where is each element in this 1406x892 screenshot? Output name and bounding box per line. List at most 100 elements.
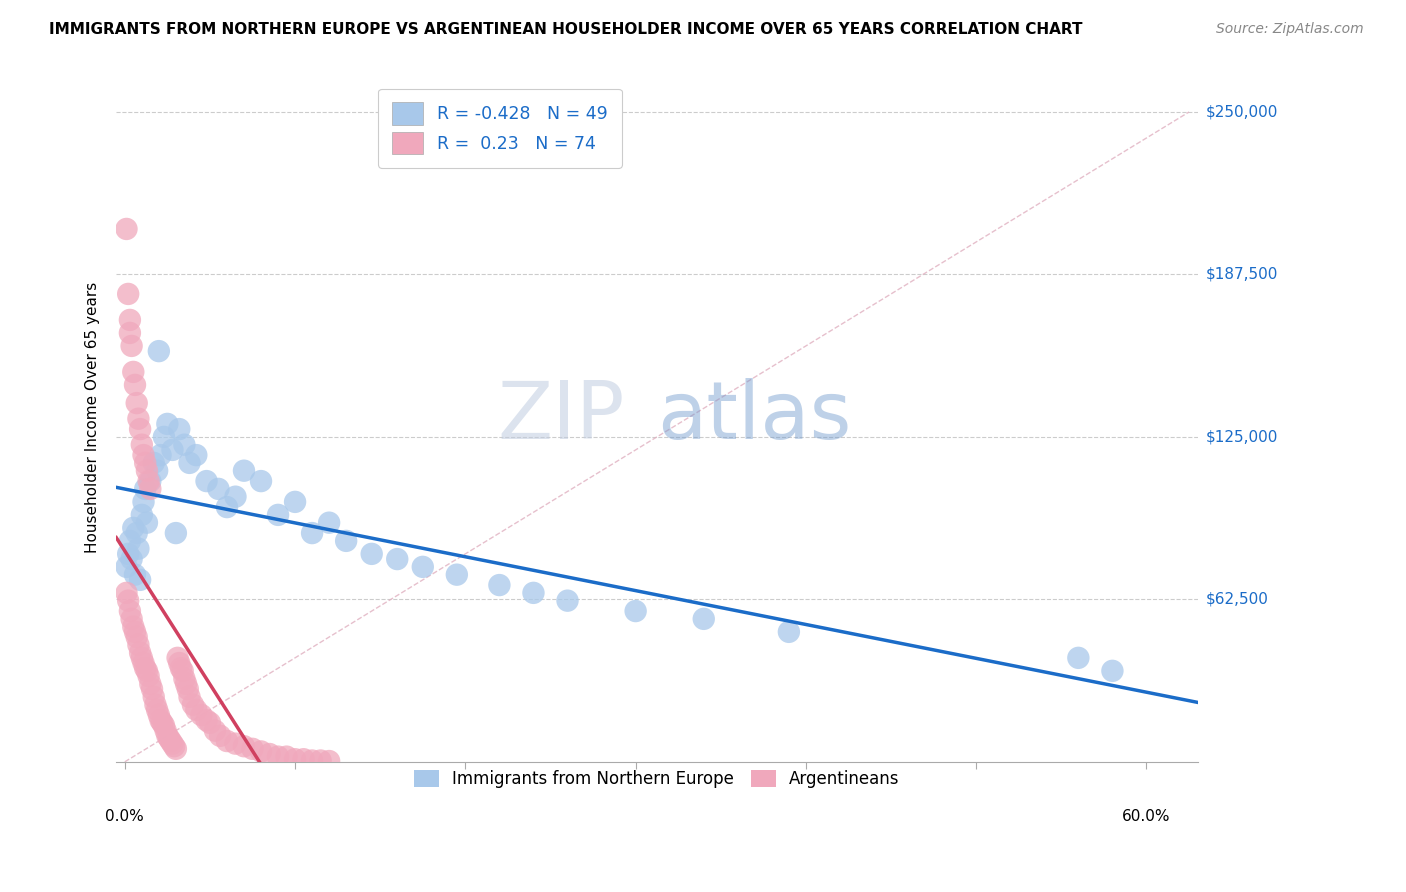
Point: [165, 526, 187, 541]
Point: [179, 456, 201, 470]
Point: [488, 578, 510, 592]
Point: [124, 378, 146, 392]
Point: [224, 490, 246, 504]
Point: [162, 737, 184, 751]
Point: [117, 593, 139, 607]
Point: [267, 508, 290, 522]
Point: [190, 708, 212, 723]
Point: [166, 650, 188, 665]
Point: [132, 448, 155, 462]
Point: [624, 604, 647, 618]
Point: [127, 411, 149, 425]
Point: [134, 661, 156, 675]
Point: [141, 681, 163, 696]
Point: [121, 612, 143, 626]
Point: [124, 624, 146, 639]
Point: [121, 552, 143, 566]
Text: 0.0%: 0.0%: [105, 809, 145, 823]
Point: [156, 417, 179, 431]
Point: [127, 541, 149, 556]
Point: [284, 495, 307, 509]
Point: [115, 560, 138, 574]
Point: [693, 612, 716, 626]
Point: [156, 729, 179, 743]
Point: [145, 698, 167, 712]
Point: [138, 669, 160, 683]
Point: [132, 495, 155, 509]
Point: [138, 474, 160, 488]
Text: IMMIGRANTS FROM NORTHERN EUROPE VS ARGENTINEAN HOUSEHOLDER INCOME OVER 65 YEARS : IMMIGRANTS FROM NORTHERN EUROPE VS ARGEN…: [49, 22, 1083, 37]
Point: [127, 638, 149, 652]
Point: [1101, 664, 1123, 678]
Point: [387, 552, 409, 566]
Point: [522, 586, 544, 600]
Point: [131, 438, 153, 452]
Point: [250, 474, 273, 488]
Point: [125, 630, 148, 644]
Text: Source: ZipAtlas.com: Source: ZipAtlas.com: [1216, 22, 1364, 37]
Point: [146, 464, 169, 478]
Point: [224, 737, 246, 751]
Point: [778, 624, 800, 639]
Point: [148, 344, 170, 359]
Point: [301, 754, 323, 768]
Point: [195, 713, 218, 727]
Text: 60.0%: 60.0%: [1122, 809, 1171, 823]
Point: [135, 464, 157, 478]
Point: [118, 326, 141, 340]
Point: [292, 752, 315, 766]
Point: [125, 396, 148, 410]
Point: [155, 723, 177, 738]
Legend: Immigrants from Northern Europe, Argentineans: Immigrants from Northern Europe, Argenti…: [408, 764, 907, 795]
Point: [1067, 650, 1090, 665]
Point: [118, 533, 141, 548]
Point: [173, 672, 195, 686]
Point: [215, 500, 238, 514]
Point: [170, 661, 193, 675]
Point: [446, 567, 468, 582]
Point: [135, 516, 157, 530]
Point: [335, 533, 357, 548]
Point: [162, 442, 184, 457]
Point: [177, 681, 200, 696]
Point: [117, 287, 139, 301]
Text: atlas: atlas: [657, 378, 851, 457]
Point: [159, 734, 181, 748]
Point: [134, 456, 156, 470]
Point: [139, 482, 162, 496]
Point: [121, 339, 143, 353]
Point: [115, 222, 138, 236]
Point: [135, 664, 157, 678]
Y-axis label: Householder Income Over 65 years: Householder Income Over 65 years: [86, 282, 100, 553]
Point: [131, 508, 153, 522]
Point: [173, 438, 195, 452]
Point: [233, 464, 256, 478]
Text: $187,500: $187,500: [1206, 267, 1278, 282]
Point: [309, 754, 332, 768]
Point: [122, 620, 145, 634]
Point: [122, 365, 145, 379]
Point: [124, 567, 146, 582]
Text: $125,000: $125,000: [1206, 429, 1278, 444]
Point: [198, 715, 221, 730]
Point: [148, 708, 170, 723]
Point: [169, 656, 191, 670]
Point: [195, 474, 218, 488]
Point: [301, 526, 323, 541]
Point: [131, 650, 153, 665]
Point: [209, 729, 232, 743]
Point: [142, 456, 165, 470]
Point: [186, 703, 208, 717]
Point: [360, 547, 382, 561]
Point: [174, 677, 197, 691]
Text: ZIP: ZIP: [498, 378, 624, 457]
Point: [318, 516, 340, 530]
Point: [129, 422, 152, 436]
Point: [259, 747, 281, 761]
Point: [215, 734, 238, 748]
Point: [150, 715, 173, 730]
Point: [157, 731, 180, 746]
Point: [557, 593, 579, 607]
Point: [172, 664, 194, 678]
Point: [204, 723, 226, 738]
